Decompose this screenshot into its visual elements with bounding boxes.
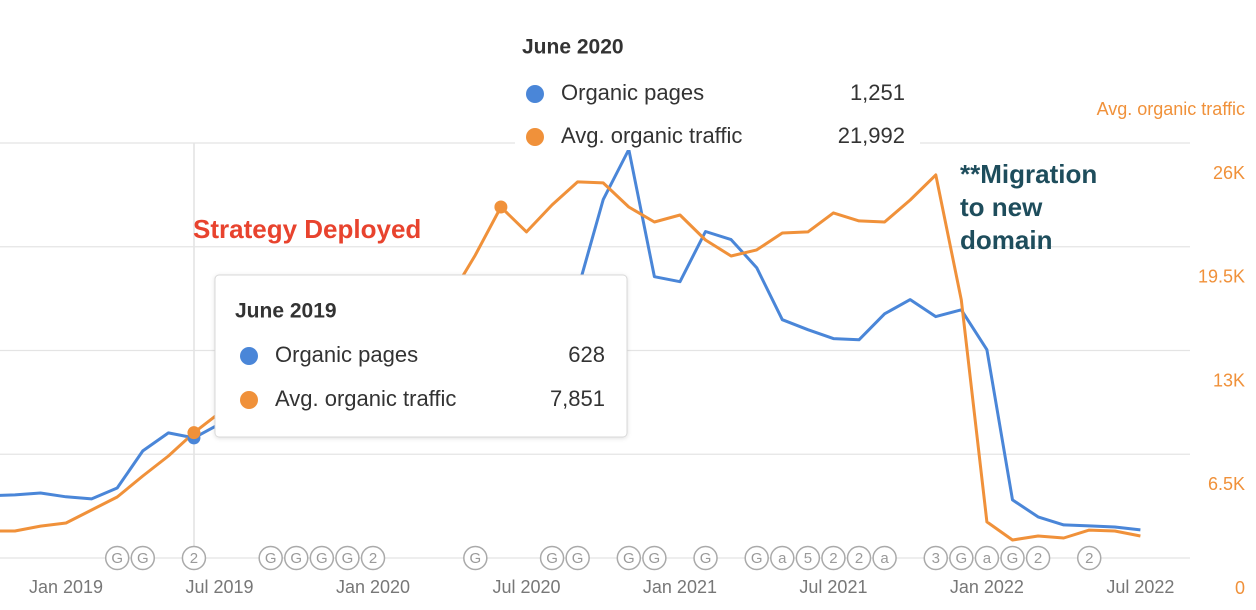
tooltip: [515, 26, 920, 150]
event-marker: [104, 545, 130, 571]
event-marker: [821, 545, 846, 571]
event-label: G: [342, 550, 354, 567]
tooltip-title: June 2020: [522, 36, 624, 59]
event-label: 2: [190, 550, 198, 567]
event-label: G: [956, 550, 968, 567]
event-marker: [693, 545, 718, 571]
x-tick-label: Jul 2021: [799, 577, 867, 597]
tooltip-name: Avg. organic traffic: [561, 123, 742, 148]
y2-axis-label: Avg. organic traffic: [1097, 99, 1245, 119]
event-label: G: [649, 550, 661, 567]
event-label: G: [572, 550, 584, 567]
event-marker: [949, 545, 974, 571]
y2-tick-label: 19.5K: [1198, 267, 1245, 287]
event-marker: [335, 545, 360, 571]
event-label: 2: [855, 550, 863, 567]
tooltip-name: Organic pages: [561, 80, 704, 105]
event-label: G: [623, 550, 635, 567]
event-marker: [872, 545, 897, 571]
event-label: G: [316, 550, 328, 567]
annotation: to new: [960, 192, 1043, 222]
annotation: Strategy Deployed: [193, 214, 421, 244]
event-marker: [642, 545, 667, 571]
event-label: G: [137, 550, 149, 567]
event-marker: [565, 545, 590, 571]
event-marker: [309, 545, 335, 571]
annotation: domain: [960, 225, 1052, 255]
annotation: **Migration: [960, 159, 1097, 189]
event-label: 2: [369, 550, 377, 567]
event-label: G: [751, 550, 763, 567]
event-marker: [923, 545, 949, 571]
series-line: [0, 173, 1141, 542]
event-label: G: [469, 550, 481, 567]
event-marker: [974, 545, 1000, 571]
event-marker: [616, 545, 642, 571]
event-label: a: [983, 550, 992, 567]
tooltip-value: 7,851: [550, 386, 605, 411]
event-marker: [360, 545, 386, 571]
event-label: G: [111, 550, 123, 567]
event-marker: [795, 545, 821, 571]
event-label: a: [880, 550, 889, 567]
tooltip-dot: [240, 391, 258, 409]
event-marker: [284, 545, 309, 571]
event-label: G: [1007, 550, 1019, 567]
event-label: G: [700, 550, 712, 567]
event-marker: [258, 545, 283, 571]
y2-tick-label: 0: [1235, 578, 1245, 598]
tooltip-name: Organic pages: [275, 342, 418, 367]
event-label: G: [290, 550, 302, 567]
x-tick-label: Jan 2020: [336, 577, 410, 597]
tooltip-dot: [526, 128, 544, 146]
event-label: G: [546, 550, 558, 567]
tooltip-dot: [526, 85, 544, 103]
event-label: 2: [1085, 550, 1093, 567]
event-label: a: [778, 550, 787, 567]
event-marker: [1000, 545, 1025, 571]
event-marker: [539, 545, 565, 571]
event-label: 5: [804, 550, 812, 567]
tooltip-dot: [240, 347, 258, 365]
event-label: G: [265, 550, 277, 567]
event-marker: [1076, 545, 1102, 571]
event-marker: [463, 545, 488, 571]
event-marker: [846, 545, 872, 571]
x-tick-label: Jan 2022: [950, 577, 1024, 597]
x-tick-label: Jan 2019: [29, 577, 103, 597]
event-marker: [130, 545, 156, 571]
highlight-point: [187, 426, 201, 440]
y2-tick-label: 6.5K: [1208, 474, 1245, 494]
tooltip-value: 21,992: [838, 123, 905, 148]
y2-tick-label: 13K: [1213, 370, 1245, 390]
x-tick-label: Jul 2019: [185, 577, 253, 597]
event-marker: [1025, 545, 1051, 571]
event-marker: [744, 545, 769, 571]
event-label: 2: [829, 550, 837, 567]
x-tick-label: Jan 2021: [643, 577, 717, 597]
tooltip-name: Avg. organic traffic: [275, 386, 456, 411]
tooltip: [214, 274, 628, 438]
highlight-point: [494, 200, 508, 214]
tooltip-value: 628: [568, 342, 605, 367]
x-tick-label: Jul 2022: [1106, 577, 1174, 597]
event-marker: [770, 545, 795, 571]
tooltip-value: 1,251: [850, 80, 905, 105]
event-label: 2: [1034, 550, 1042, 567]
x-tick-label: Jul 2020: [492, 577, 560, 597]
event-label: 3: [932, 550, 940, 567]
event-marker: [181, 545, 207, 571]
y2-tick-label: 26K: [1213, 163, 1245, 183]
tooltip-title: June 2019: [235, 300, 337, 323]
